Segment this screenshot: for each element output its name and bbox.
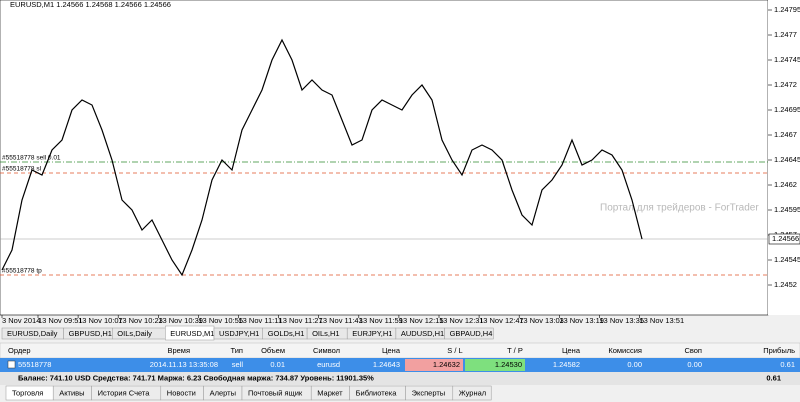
y-tick-label: 1.2452: [774, 280, 797, 289]
sl-cell: [405, 359, 463, 371]
cell: 0.00: [687, 360, 702, 369]
x-tick-label: 13 Nov 11:43: [319, 316, 363, 325]
chart-tab-label: USDJPY,H1: [219, 329, 259, 338]
cell: 1.24643: [373, 360, 400, 369]
y-tick-label: 1.24695: [774, 105, 800, 114]
cell: 55518778: [18, 360, 51, 369]
x-tick-label: 13 Nov 12:15: [399, 316, 444, 325]
order-row-bg: [0, 358, 800, 372]
chart-tab-label: OILs,Daily: [117, 329, 152, 338]
price-axis: [768, 0, 800, 315]
chart-tab-label: GBPAUD,H4: [450, 329, 493, 338]
x-tick-label: 3 Nov 2014: [2, 316, 40, 325]
chart-tab-label: AUDUSD,H1: [401, 329, 444, 338]
y-tick-label: 1.24645: [774, 155, 800, 164]
chart-tab-label: EURUSD,M1: [170, 329, 214, 338]
y-tick-label: 1.2472: [774, 80, 797, 89]
y-tick-label: 1.2477: [774, 30, 797, 39]
chart-tab-label: EURJPY,H1: [352, 329, 392, 338]
chart-title: EURUSD,M1 1.24566 1.24568 1.24566 1.2456…: [10, 0, 171, 9]
terminal-tab-label: Эксперты: [412, 388, 446, 397]
y-tick-label: 1.24745: [774, 55, 800, 64]
cell: 0.01: [270, 360, 285, 369]
terminal-tab-label: Маркет: [317, 388, 343, 397]
column-header: S / L: [447, 346, 462, 355]
column-header: Цена: [382, 346, 401, 355]
cell: 0.61: [780, 360, 795, 369]
x-tick-label: 13 Nov 11:27: [279, 316, 323, 325]
chart-tab-label: OILs,H1: [312, 329, 340, 338]
price-box: [768, 233, 800, 245]
column-header: Цена: [562, 346, 581, 355]
terminal-tab[interactable]: [452, 385, 492, 401]
chart-tab[interactable]: [444, 327, 494, 340]
cell: 1.24582: [553, 360, 580, 369]
cell: 1.24632: [433, 360, 460, 369]
y-tick-label: 1.24595: [774, 205, 800, 214]
cell: sell: [232, 360, 244, 369]
terminal-tab-label: Почтовый ящик: [248, 388, 303, 397]
order-icon: [7, 360, 16, 369]
column-header: Своп: [684, 346, 702, 355]
table-header-bg: [0, 342, 800, 359]
summary-profit: 0.61: [766, 373, 781, 382]
current-price-label: 1.24566: [772, 234, 799, 243]
terminal-tab-label: Библиотека: [356, 388, 398, 397]
terminal-tab-label: Алерты: [210, 388, 236, 397]
cell: eurusd: [317, 360, 340, 369]
cell: 0.00: [627, 360, 642, 369]
column-header: Ордер: [8, 346, 31, 355]
y-tick-label: 1.2467: [774, 130, 797, 139]
tp-cell: [465, 359, 525, 371]
terminal-tab-label: Журнал: [459, 388, 486, 397]
column-header: Время: [167, 346, 190, 355]
y-tick-label: 1.24795: [774, 5, 800, 14]
x-tick-label: 13 Nov 13:19: [559, 316, 604, 325]
order-line-label: #55518778 sell 0.01: [2, 155, 61, 162]
plot-area: [0, 0, 769, 316]
column-header: Объем: [261, 346, 285, 355]
x-tick-label: 13 Nov 13:35: [599, 316, 644, 325]
order-line-label: #55518778 tp: [2, 268, 42, 275]
terminal-tab-label: Торговля: [12, 388, 43, 397]
y-tick-label: 1.2462: [774, 180, 797, 189]
column-header: T / P: [507, 346, 523, 355]
summary: Баланс: 741.10 USD Средства: 741.71 Марж…: [18, 373, 374, 382]
x-tick-label: 13 Nov 13:03: [519, 316, 564, 325]
column-header: Тип: [230, 346, 243, 355]
x-tick-label: 13 Nov 10:07: [78, 316, 123, 325]
watermark: Портал для трейдеров - ForTrader: [600, 203, 759, 214]
terminal-tab-label: Новости: [167, 388, 196, 397]
order-line-label: #55518778 sl: [2, 166, 42, 173]
y-tick-label: 1.24545: [774, 255, 800, 264]
x-tick-label: 13 Nov 10:23: [118, 316, 163, 325]
chart-tab-label: EURUSD,Daily: [7, 329, 58, 338]
column-header: Символ: [313, 346, 340, 355]
x-tick-label: 13 Nov 10:39: [158, 316, 203, 325]
x-tick-label: 13 Nov 11:59: [359, 316, 403, 325]
cell: 1.24530: [495, 360, 522, 369]
x-tick-label: 13 Nov 09:51: [38, 316, 83, 325]
x-tick-label: 13 Nov 10:55: [198, 316, 243, 325]
terminal-tab-label: История Счета: [98, 388, 151, 397]
x-tick-label: 13 Nov 12:47: [479, 316, 524, 325]
column-header: Прибыль: [763, 346, 795, 355]
x-tick-label: 13 Nov 11:11: [239, 316, 283, 325]
summary-row-bg: [0, 372, 800, 385]
terminal-tab-label: Активы: [59, 388, 84, 397]
chart-tab-label: GBPUSD,H1: [69, 329, 112, 338]
cell: 2014.11.13 13:35:08: [150, 360, 218, 369]
x-tick-label: 13 Nov 13:51: [640, 316, 685, 325]
column-header: Комиссия: [608, 346, 642, 355]
chart-tab-label: GOLDs,H1: [268, 329, 305, 338]
price-line: [1, 38, 643, 277]
x-tick-label: 13 Nov 12:31: [439, 316, 484, 325]
